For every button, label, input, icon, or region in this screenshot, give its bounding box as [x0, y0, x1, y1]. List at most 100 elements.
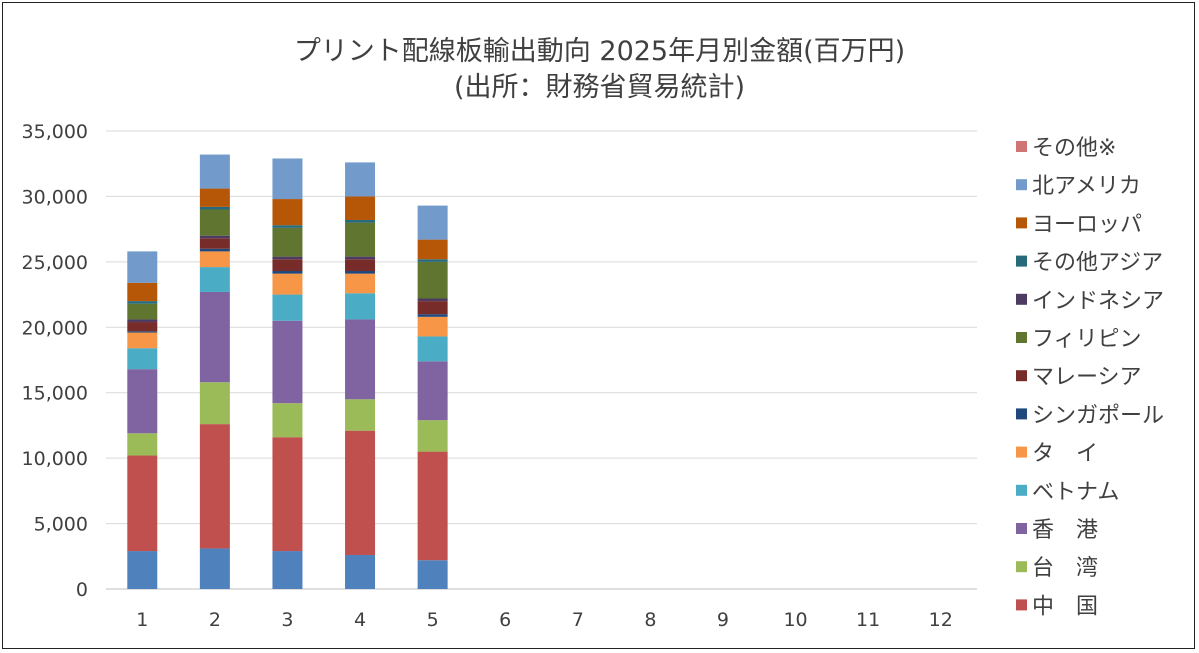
y-tick-label: 25,000 — [22, 252, 88, 274]
bars — [127, 154, 448, 589]
bar-segment — [345, 293, 376, 320]
bar-segment — [345, 430, 376, 555]
bar-segment — [272, 227, 303, 257]
legend-swatch — [1016, 255, 1027, 267]
legend-swatch — [1016, 217, 1027, 229]
bar-segment — [345, 162, 376, 197]
bar-segment — [272, 437, 303, 552]
bar-segment — [127, 369, 158, 434]
bar-segment — [127, 319, 158, 323]
y-axis: 0 5,000 10,000 15,000 20,000 25,000 30,000 35,0… — [22, 121, 88, 601]
chart-title: プリント配線板輸出動向 2025年月別金額(百万円) — [293, 36, 906, 67]
bar-segment — [345, 259, 376, 272]
x-tick-label: 4 — [354, 609, 366, 631]
legend: その他※ 北アメリカヨーロッパその他アジアインドネシアフィリピンマレーシアシンガポ… — [1016, 136, 1164, 619]
x-tick-label: 7 — [572, 609, 584, 631]
bar-segment — [417, 205, 448, 240]
bar-segment — [199, 548, 230, 589]
bar-segment — [345, 319, 376, 400]
legend-label: 香 港 — [1032, 518, 1098, 543]
bar-segment — [417, 361, 448, 421]
legend-label: その他※ — [1032, 136, 1116, 161]
x-tick-label: 11 — [856, 609, 880, 631]
bar-segment — [272, 199, 303, 226]
bar-segment — [345, 196, 376, 220]
chart-subtitle: (出所：財務省貿易統計) — [453, 72, 746, 103]
legend-swatch — [1016, 141, 1027, 152]
legend-swatch — [1016, 484, 1027, 496]
x-tick-label: 12 — [929, 609, 953, 631]
bar-segment — [272, 294, 303, 321]
bar-segment — [199, 267, 230, 292]
x-tick-label: 10 — [783, 609, 807, 631]
bar-segment — [199, 251, 230, 268]
bar-segment — [127, 331, 158, 333]
bar-segment — [127, 301, 158, 304]
bar-segment — [272, 259, 303, 272]
x-tick-label: 8 — [644, 609, 656, 631]
legend-swatch — [1016, 408, 1027, 420]
y-tick-label: 20,000 — [22, 317, 88, 339]
bar-segment — [417, 314, 448, 317]
y-tick-label: 10,000 — [22, 448, 88, 470]
legend-label: その他アジア — [1032, 251, 1163, 276]
legend-label: 台 湾 — [1032, 556, 1098, 581]
bar-segment — [272, 158, 303, 200]
x-tick-label: 9 — [717, 609, 729, 631]
legend-label: 北アメリカ — [1032, 174, 1141, 199]
x-tick-label: 3 — [281, 609, 293, 631]
bar-segment — [272, 273, 303, 295]
legend-label: シンガポール — [1032, 403, 1164, 428]
bar-segment — [417, 239, 448, 260]
legend-label: フィリピン — [1032, 327, 1142, 352]
y-tick-label: 0 — [76, 579, 88, 601]
bar-segment — [272, 271, 303, 274]
x-tick-label: 1 — [136, 609, 148, 631]
x-axis: 1 2 3 4 5 6 7 8 9 10 11 12 — [136, 609, 953, 631]
bar-segment — [272, 403, 303, 438]
bar-segment — [345, 554, 376, 589]
bar-segment — [199, 424, 230, 549]
bar-segment — [199, 209, 230, 236]
bar-segment — [127, 348, 158, 370]
bar-segment — [345, 399, 376, 431]
bar-segment — [272, 551, 303, 589]
legend-label: インドネシア — [1032, 289, 1164, 314]
legend-label: タ イ — [1032, 442, 1098, 467]
bar-segment — [417, 420, 448, 452]
bar-segment — [199, 238, 230, 249]
bar-segment — [417, 301, 448, 315]
y-tick-label: 5,000 — [34, 514, 88, 536]
legend-label: ベトナム — [1032, 480, 1119, 505]
bar-segment — [417, 336, 448, 362]
legend-label: ヨーロッパ — [1032, 212, 1142, 237]
legend-label: 中 国 — [1032, 594, 1098, 619]
bar-segment — [417, 451, 448, 561]
y-tick-label: 15,000 — [22, 383, 88, 405]
bar-segment — [199, 291, 230, 383]
y-tick-label: 35,000 — [22, 121, 88, 143]
x-tick-label: 2 — [209, 609, 221, 631]
legend-swatch — [1016, 446, 1027, 458]
legend-swatch — [1016, 179, 1027, 191]
y-tick-label: 30,000 — [22, 186, 88, 208]
bar-segment — [345, 256, 376, 260]
bar-segment — [417, 560, 448, 589]
x-tick-label: 5 — [427, 609, 439, 631]
bar-segment — [272, 256, 303, 260]
bar-segment — [199, 206, 230, 210]
bar-segment — [345, 273, 376, 294]
bar-segment — [272, 225, 303, 228]
bar-segment — [417, 259, 448, 262]
bar-segment — [127, 251, 158, 283]
bar-segment — [127, 332, 158, 349]
bar-segment — [199, 248, 230, 252]
bar-segment — [199, 382, 230, 425]
bar-segment — [127, 303, 158, 320]
legend-label: マレーシア — [1032, 365, 1142, 390]
bar-segment — [272, 320, 303, 404]
bar-segment — [345, 271, 376, 274]
bar-segment — [127, 455, 158, 552]
bar-segment — [345, 219, 376, 223]
